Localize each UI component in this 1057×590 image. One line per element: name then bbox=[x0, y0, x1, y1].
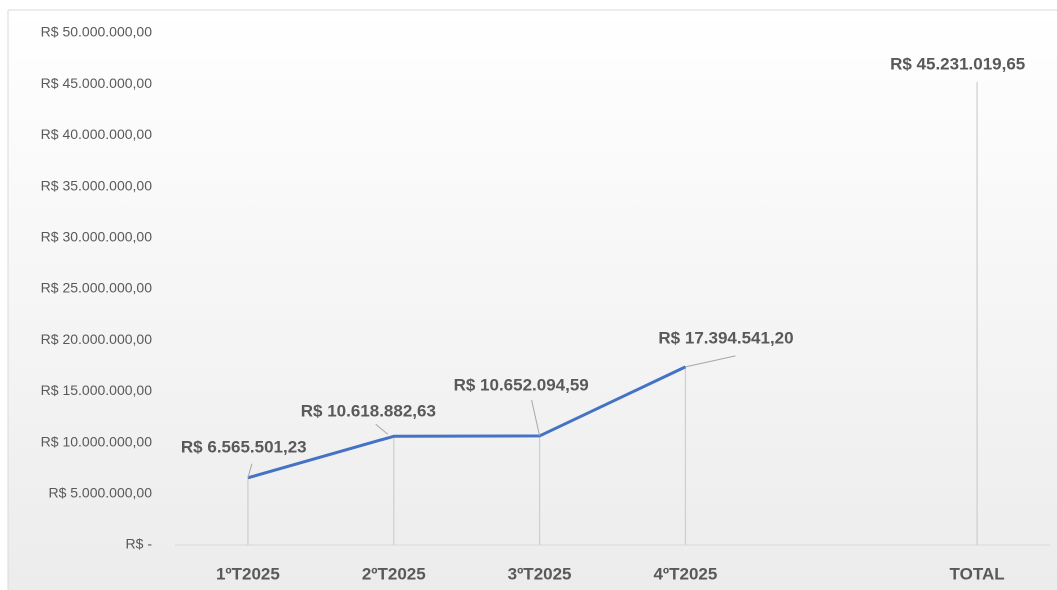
x-tick-label: 2ºT2025 bbox=[362, 564, 426, 583]
y-tick-label: R$ 15.000.000,00 bbox=[41, 382, 153, 398]
x-tick-label: TOTAL bbox=[950, 564, 1005, 583]
x-tick-label: 3ºT2025 bbox=[508, 564, 572, 583]
y-tick-label: R$ 25.000.000,00 bbox=[41, 280, 153, 296]
data-label: R$ 10.618.882,63 bbox=[301, 402, 436, 421]
y-tick-label: R$ 35.000.000,00 bbox=[41, 177, 153, 193]
y-tick-label: R$ 20.000.000,00 bbox=[41, 331, 153, 347]
data-label: R$ 45.231.019,65 bbox=[890, 54, 1025, 73]
y-tick-label: R$ 10.000.000,00 bbox=[41, 433, 153, 449]
leader-line bbox=[375, 423, 389, 435]
x-tick-label: 4ºT2025 bbox=[653, 564, 717, 583]
leader-line bbox=[247, 463, 253, 478]
y-tick-label: R$ 45.000.000,00 bbox=[41, 75, 153, 91]
y-tick-label: R$ 50.000.000,00 bbox=[41, 24, 153, 40]
leader-line bbox=[531, 399, 541, 437]
y-tick-label: R$ 30.000.000,00 bbox=[41, 229, 153, 245]
x-tick-label: 1ºT2025 bbox=[216, 564, 280, 583]
data-label: R$ 17.394.541,20 bbox=[658, 328, 793, 347]
y-tick-label: R$ - bbox=[126, 536, 153, 552]
y-tick-label: R$ 5.000.000,00 bbox=[48, 485, 152, 501]
leader-line bbox=[685, 355, 736, 368]
data-label: R$ 6.565.501,23 bbox=[181, 437, 307, 456]
plot-background bbox=[8, 10, 1057, 590]
data-label: R$ 10.652.094,59 bbox=[454, 375, 589, 394]
y-tick-label: R$ 40.000.000,00 bbox=[41, 126, 153, 142]
